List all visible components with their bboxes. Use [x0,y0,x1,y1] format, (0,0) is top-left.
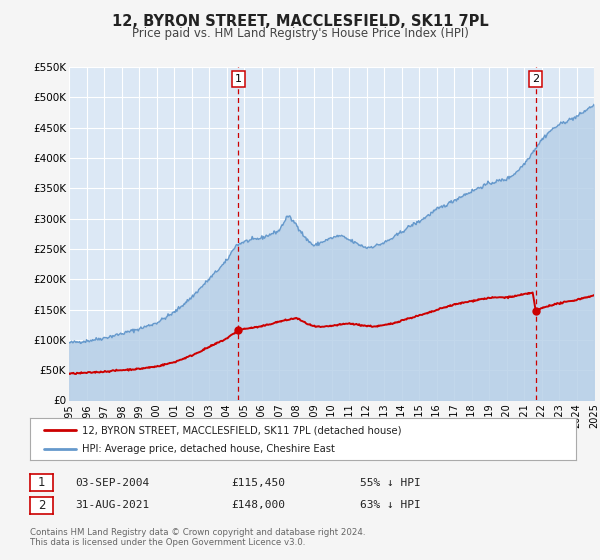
Text: 1: 1 [38,476,45,489]
Text: 1: 1 [235,74,242,84]
Text: Price paid vs. HM Land Registry's House Price Index (HPI): Price paid vs. HM Land Registry's House … [131,27,469,40]
Text: 55% ↓ HPI: 55% ↓ HPI [360,478,421,488]
Text: £148,000: £148,000 [231,500,285,510]
Text: 12, BYRON STREET, MACCLESFIELD, SK11 7PL: 12, BYRON STREET, MACCLESFIELD, SK11 7PL [112,14,488,29]
Text: 12, BYRON STREET, MACCLESFIELD, SK11 7PL (detached house): 12, BYRON STREET, MACCLESFIELD, SK11 7PL… [82,425,401,435]
Text: 31-AUG-2021: 31-AUG-2021 [75,500,149,510]
Text: 63% ↓ HPI: 63% ↓ HPI [360,500,421,510]
Text: HPI: Average price, detached house, Cheshire East: HPI: Average price, detached house, Ches… [82,445,335,454]
Text: Contains HM Land Registry data © Crown copyright and database right 2024.
This d: Contains HM Land Registry data © Crown c… [30,528,365,547]
Text: 03-SEP-2004: 03-SEP-2004 [75,478,149,488]
Text: £115,450: £115,450 [231,478,285,488]
Text: 2: 2 [38,498,45,512]
Text: 2: 2 [532,74,539,84]
